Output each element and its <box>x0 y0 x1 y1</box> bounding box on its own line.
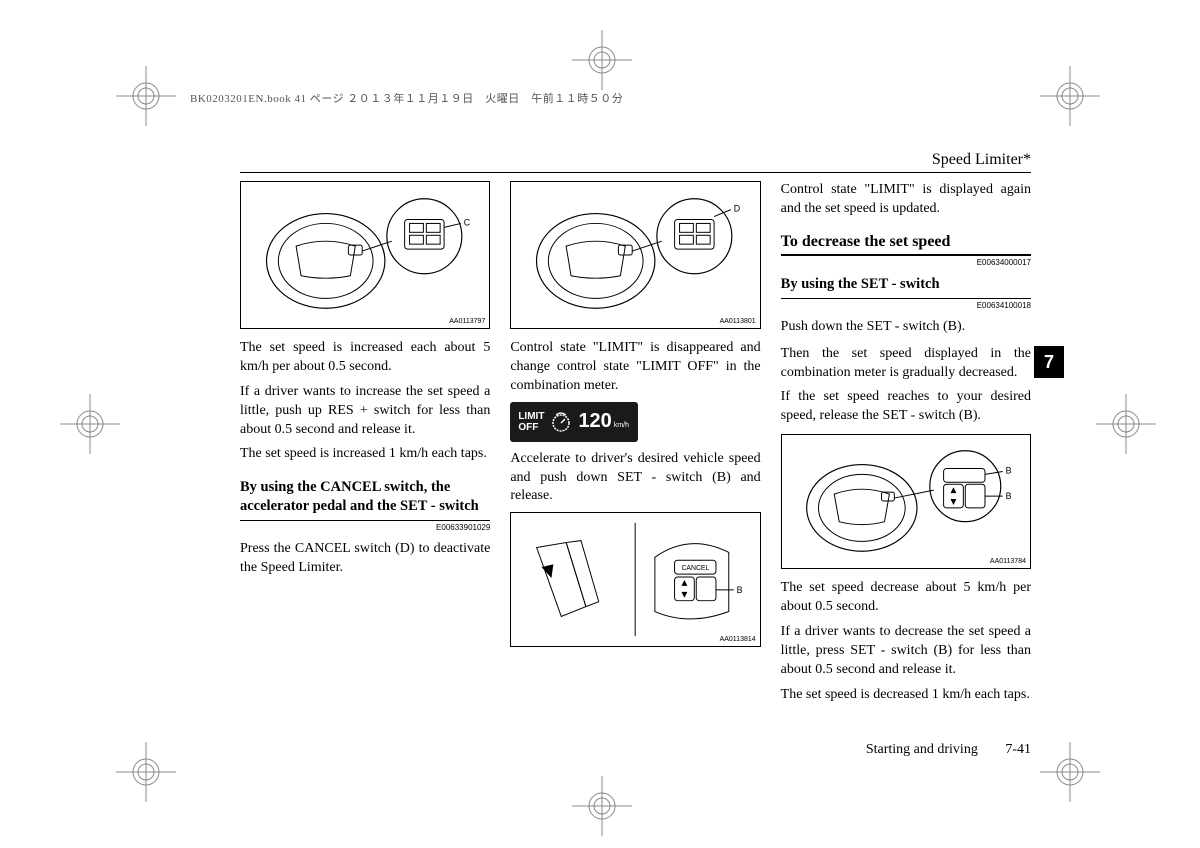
crop-mark <box>572 30 632 90</box>
limit-off-display: LIMIT OFF 120 km/h <box>510 402 638 442</box>
footer-page-number: 7-41 <box>1005 742 1031 757</box>
body-text: The set speed decrease about 5 km/h per … <box>781 579 1031 617</box>
figure-label: AA0113814 <box>720 635 756 644</box>
ref-code: E00634100018 <box>781 301 1031 312</box>
figure-label: AA0113801 <box>720 317 756 326</box>
figure-wheel-b: B B AA0113784 <box>781 434 1031 569</box>
heading-cancel-switch: By using the CANCEL switch, the accelera… <box>240 478 490 516</box>
title-rule <box>240 172 1031 173</box>
page-title: Speed Limiter* <box>932 151 1031 169</box>
crop-mark <box>1096 394 1156 454</box>
heading-rule <box>781 298 1031 299</box>
print-imprint: BK0203201EN.book 41 ページ ２０１３年１１月１９日 火曜日 … <box>190 90 623 106</box>
figure-pedal-set: CANCEL B AA0113814 <box>510 512 760 647</box>
footer-section: Starting and driving <box>866 742 978 757</box>
column-middle: D AA0113801 Control state "LIMIT" is dis… <box>510 181 760 711</box>
body-text: The set speed is decreased 1 km/h each t… <box>781 686 1031 705</box>
svg-text:B: B <box>1005 466 1011 476</box>
figure-label: AA0113784 <box>990 557 1026 566</box>
column-right: Control state "LIMIT" is displayed again… <box>781 181 1031 711</box>
body-text: Push down the SET - switch (B). <box>781 318 1031 337</box>
svg-text:D: D <box>734 204 740 214</box>
ref-code: E00633901029 <box>240 523 490 534</box>
crop-mark <box>116 66 176 126</box>
body-text: If a driver wants to decrease the set sp… <box>781 623 1031 680</box>
figure-label: AA0113797 <box>449 317 485 326</box>
crop-mark <box>1040 742 1100 802</box>
heading-rule <box>240 520 490 521</box>
figure-wheel-c: C AA0113797 <box>240 181 490 329</box>
body-text: Press the CANCEL switch (D) to deactivat… <box>240 540 490 578</box>
limit-label-off: OFF <box>518 422 544 433</box>
svg-text:B: B <box>1005 491 1011 501</box>
body-text: The set speed is increased 1 km/h each t… <box>240 445 490 464</box>
body-text: If the set speed reaches to your desired… <box>781 388 1031 426</box>
limit-label: LIMIT <box>518 411 544 422</box>
crop-mark <box>572 776 632 836</box>
body-text: Control state "LIMIT" is disappeared and… <box>510 339 760 396</box>
crop-mark <box>116 742 176 802</box>
svg-text:CANCEL: CANCEL <box>682 565 710 572</box>
body-text: Then the set speed displayed in the comb… <box>781 345 1031 383</box>
figure-wheel-d: D AA0113801 <box>510 181 760 329</box>
heading-set-switch: By using the SET - switch <box>781 275 1031 294</box>
column-left: C AA0113797 The set speed is increased e… <box>240 181 490 711</box>
body-text: If a driver wants to increase the set sp… <box>240 383 490 440</box>
svg-text:C: C <box>464 217 471 227</box>
body-text: Accelerate to driver's desired vehicle s… <box>510 450 760 507</box>
crop-mark <box>1040 66 1100 126</box>
svg-text:B: B <box>737 585 743 595</box>
speedometer-icon <box>550 411 572 433</box>
section-tab: 7 <box>1034 346 1064 378</box>
body-text: The set speed is increased each about 5 … <box>240 339 490 377</box>
body-text: Control state "LIMIT" is displayed again… <box>781 181 1031 219</box>
heading-rule <box>781 254 1031 256</box>
crop-mark <box>60 394 120 454</box>
ref-code: E00634000017 <box>781 258 1031 269</box>
page-footer: Starting and driving 7-41 <box>866 742 1031 758</box>
limit-speed-value: 120 <box>578 408 611 435</box>
heading-decrease-speed: To decrease the set speed <box>781 231 1031 253</box>
content-columns: C AA0113797 The set speed is increased e… <box>240 181 1031 711</box>
limit-speed-unit: km/h <box>614 421 629 430</box>
